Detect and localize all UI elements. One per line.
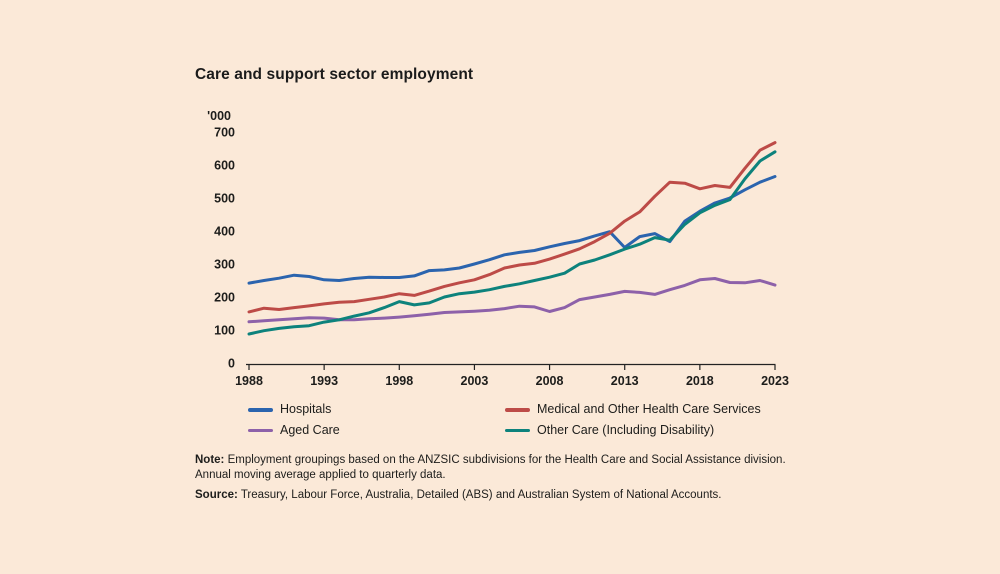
svg-text:2018: 2018 [686,374,714,388]
legend-label: Aged Care [280,422,340,437]
svg-text:'000: '000 [207,109,231,123]
svg-text:700: 700 [214,126,235,140]
note-text: Employment groupings based on the ANZSIC… [195,454,786,482]
svg-text:600: 600 [214,159,235,173]
svg-text:2023: 2023 [761,374,789,388]
chart-source: Source: Treasury, Labour Force, Australi… [195,488,835,503]
svg-text:300: 300 [214,258,235,272]
svg-text:2008: 2008 [536,374,564,388]
legend-swatch-other-care [505,428,530,433]
svg-text:1993: 1993 [310,374,338,388]
legend-item-other-care: Other Care (Including Disability) [505,422,761,438]
legend-label: Hospitals [280,402,332,416]
legend-label: Other Care (Including Disability) [537,422,715,437]
legend-item-aged-care: Aged Care [248,422,505,438]
legend-label: Medical and Other Health Care Services [537,402,761,416]
chart-note: Note: Employment groupings based on the … [195,453,791,483]
svg-text:0: 0 [228,357,235,371]
note-label: Note: [195,454,225,466]
chart-title: Care and support sector employment [195,66,474,83]
source-text: Treasury, Labour Force, Australia, Detai… [237,489,722,501]
svg-text:500: 500 [214,192,235,206]
svg-text:400: 400 [214,225,235,239]
legend-swatch-hospitals [248,408,273,412]
chart-legend: Hospitals Medical and Other Health Care … [248,402,761,438]
legend-item-hospitals: Hospitals [248,402,505,417]
svg-text:100: 100 [214,324,235,338]
legend-swatch-aged-care [248,428,273,433]
svg-text:1988: 1988 [235,374,263,388]
svg-text:2013: 2013 [611,374,639,388]
legend-item-medical: Medical and Other Health Care Services [505,402,761,417]
svg-text:200: 200 [214,291,235,305]
svg-text:1998: 1998 [385,374,413,388]
svg-text:2003: 2003 [461,374,489,388]
source-label: Source: [195,489,238,501]
legend-swatch-medical [505,408,530,412]
